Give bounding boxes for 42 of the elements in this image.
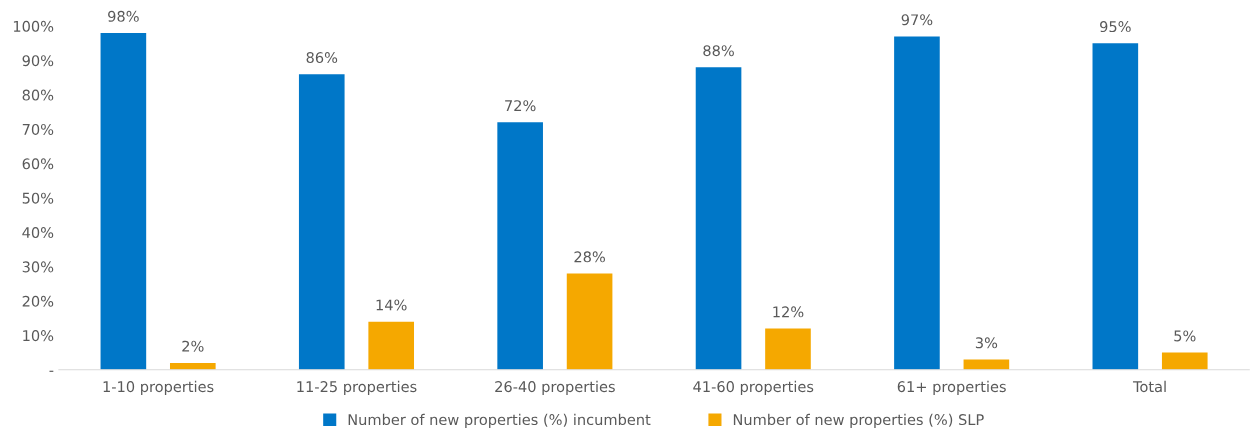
bar [1092,43,1139,370]
bar [298,74,345,370]
data-label: 12% [773,306,804,318]
x-tick-label: 11-25 properties [297,380,417,395]
x-tick-label: 61+ properties [897,380,1006,395]
x-tick-label: 26-40 properties [495,380,615,395]
bar [566,273,613,370]
bar [497,122,543,370]
y-tick-label: 50% [22,192,54,204]
bar [894,36,940,370]
data-label: 98% [108,10,139,22]
bar [100,32,147,370]
data-label: 88% [703,45,734,57]
y-tick-label: 60% [22,158,54,170]
bar [765,328,811,370]
y-tick-label: 80% [22,89,54,101]
data-label: 14% [376,299,407,311]
data-label: 97% [901,14,933,26]
legend-label: Number of new properties (%) SLP [733,413,984,428]
y-tick-label: - [49,370,54,372]
y-tick-label: 10% [23,330,54,342]
y-tick-label: 40% [22,227,54,239]
bar [963,359,1010,370]
y-tick-label: 70% [22,123,54,135]
bar [695,67,742,370]
data-label: 95% [1100,21,1131,33]
x-tick-label: 41-60 properties [693,380,814,395]
data-label: 86% [306,52,338,64]
data-label: 3% [975,337,998,349]
y-tick-label: 90% [22,55,54,67]
data-label: 5% [1174,330,1196,342]
x-tick-label: Total [1132,380,1166,393]
y-tick-label: 20% [22,295,54,307]
y-tick-label: 30% [22,261,54,273]
legend-label: Number of new properties (%) incumbent [348,413,651,428]
data-label: 72% [505,100,536,112]
data-label: 28% [574,251,605,263]
y-tick-label: 100% [13,20,54,32]
bar [368,321,415,370]
x-tick-label: 1-10 properties [103,380,214,395]
data-label: 2% [182,340,204,352]
bar [1161,352,1208,370]
